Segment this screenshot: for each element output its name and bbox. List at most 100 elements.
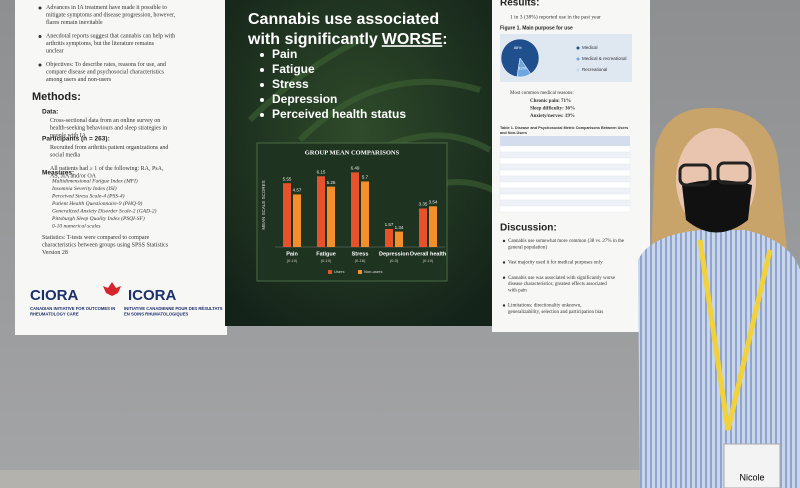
legend-label: Medical & recreational <box>582 56 627 61</box>
text-line: Objectives: To describe rates, reasons f… <box>46 61 166 68</box>
bar-value-label: 3.54 <box>429 199 438 204</box>
bar <box>317 176 325 247</box>
legend-swatch <box>576 57 580 61</box>
text-line: Cannabis use somewhat more common (38 vs… <box>508 239 625 244</box>
sub-heading: Participants (n = 263): <box>42 136 110 143</box>
left-panel <box>15 0 227 335</box>
maple-leaf <box>103 282 121 296</box>
bullet <box>260 98 264 102</box>
text-line: general population) <box>508 245 547 250</box>
table-row <box>499 193 631 201</box>
bullet <box>502 261 506 264</box>
pie-value-label: 12% <box>518 65 526 70</box>
sub-heading: Measures: <box>42 170 74 177</box>
bar-value-label: 6.15 <box>317 169 326 174</box>
measure-item: 0-10 numerical scales <box>52 223 101 229</box>
measure-item: Generalized Anxiety Disorder Scale-2 (GA… <box>52 207 157 214</box>
person <box>638 107 800 488</box>
table-row <box>499 145 631 153</box>
bullet <box>260 68 264 72</box>
text-line: Statistics: T-tests were compared to com… <box>42 235 149 241</box>
bar-value-label: 5.7 <box>362 175 369 180</box>
bar <box>327 186 335 247</box>
table-title: Table 1. Disease and Psychosocial Metric… <box>500 126 628 135</box>
table-row <box>499 199 631 207</box>
poster-title: with significantly <box>247 31 378 48</box>
bullet <box>38 63 42 67</box>
text-line: mitigate symptoms and disease progressio… <box>46 13 176 19</box>
discussion-item: Vast majority used it for medical purpos… <box>508 261 603 266</box>
bar-value-label: 4.57 <box>293 188 302 193</box>
participant-text: Recruited from arthritis patient organiz… <box>50 144 168 159</box>
text-line: characteristics between groups using SPS… <box>42 243 169 249</box>
text-line: Anecdotal reports suggest that cannabis … <box>46 34 175 40</box>
outcome-item: Fatigue <box>272 62 315 76</box>
text-line: INITIATIVE CANADIENNE POUR DES RÉSULTATS <box>124 306 223 311</box>
discussion-item: Cannabis use was associated with signifi… <box>508 276 616 294</box>
text-line: social media <box>50 153 80 159</box>
logo: CIORA <box>30 287 79 304</box>
table-header <box>500 136 630 146</box>
bar <box>385 228 393 247</box>
data-text: Cross-sectional data from an online surv… <box>50 117 167 139</box>
bar <box>293 194 301 247</box>
outcome-item: Pain <box>272 47 297 61</box>
poster-title-emphasis: WORSE <box>382 31 443 48</box>
legend-label: Recreational <box>582 67 607 72</box>
text-line: health-seeking behaviours and sleep stra… <box>50 126 167 132</box>
legend-swatch <box>576 46 580 50</box>
logo: ICORA <box>128 287 177 304</box>
measure-item: Insomnia Severity Index (ISI) <box>51 185 117 192</box>
participant-text: All patients had ≥ 1 of the following: R… <box>50 165 164 180</box>
table-row <box>499 157 631 165</box>
text-line: compare disease and psychosocial charact… <box>46 70 165 76</box>
results-text: 1 in 3 (38%) reported use in the past ye… <box>510 13 601 20</box>
outcome-item: Stress <box>272 77 309 91</box>
bullet <box>260 53 264 57</box>
outcome-item: Perceived health status <box>272 107 406 121</box>
bar <box>395 231 403 247</box>
table-row <box>499 187 631 195</box>
section-heading: Results: <box>500 0 539 9</box>
reason-item: Sleep difficulty: 36% <box>530 107 575 112</box>
text-line: unclear <box>46 49 64 55</box>
floor-edge <box>0 470 800 488</box>
text-line: RHEUMATOLOGY CARE <box>30 311 79 316</box>
y-axis-label: MEAN SCALE SCORES <box>261 180 266 229</box>
text-line: EN SOINS RHUMATOLOGIQUES <box>124 311 188 316</box>
bar-value-label: 5.55 <box>283 176 292 181</box>
table-row <box>499 205 631 213</box>
text-line: with pain <box>508 288 527 293</box>
legend-swatch <box>358 270 362 274</box>
reasons-heading: Most common medical reasons: <box>510 91 574 96</box>
text-line: generalizability, selection and particip… <box>508 310 603 315</box>
poster-title: Cannabis use associated <box>248 11 439 28</box>
bar <box>351 172 359 247</box>
text-line: people with IA <box>50 133 87 139</box>
text-line: disease characteristics; greatest effect… <box>508 282 607 287</box>
category-label: Stress <box>352 251 369 257</box>
bar <box>419 208 427 247</box>
category-range: (0-10) <box>287 258 298 263</box>
outcome-item: Depression <box>272 92 337 106</box>
section-heading: Methods: <box>32 91 81 103</box>
legend-label: Medical <box>582 45 598 50</box>
bar <box>361 181 369 247</box>
pie-slice <box>516 57 532 78</box>
results-table <box>499 136 631 213</box>
logo-subtitle: CANADIAN INITIATIVE FOR OUTCOMES IN RHEUM… <box>30 306 115 316</box>
text-line: and Non-Users <box>500 131 527 135</box>
bullet <box>502 304 506 307</box>
text-line: among users and non-users <box>46 77 112 83</box>
text-line: All patients had ≥ 1 of the following: R… <box>50 165 164 172</box>
discussion-item: Limitations: directionality unknown, gene… <box>508 304 603 315</box>
bullet <box>260 113 264 117</box>
table-row <box>499 181 631 189</box>
bar-value-label: 3.35 <box>419 202 428 207</box>
figure-title: Figure 1. Main purpose for use <box>500 25 573 31</box>
bullet <box>38 35 42 38</box>
legend-label: Non-users <box>364 269 382 274</box>
legend-swatch <box>576 68 580 72</box>
reason-item: Chronic pain: 71% <box>530 99 571 104</box>
